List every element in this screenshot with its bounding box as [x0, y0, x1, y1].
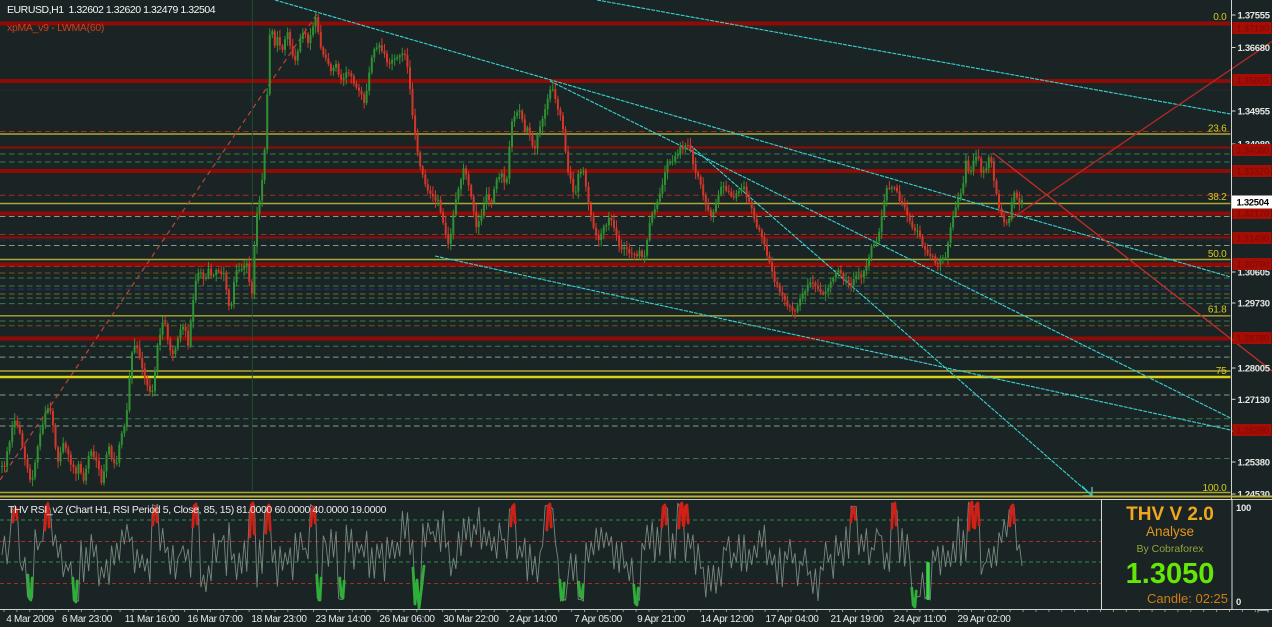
svg-text:1.24530: 1.24530: [1238, 490, 1270, 501]
svg-text:1.34080: 1.34080: [1237, 146, 1270, 156]
svg-text:Analyse: Analyse: [1146, 524, 1194, 539]
svg-text:1.36680: 1.36680: [1238, 43, 1270, 54]
svg-text:1.25380: 1.25380: [1238, 458, 1270, 469]
svg-text:1.31490: 1.31490: [1237, 234, 1270, 244]
svg-text:1.32170: 1.32170: [1237, 209, 1270, 219]
svg-text:1.37190: 1.37190: [1237, 24, 1270, 34]
svg-text:1.3050: 1.3050: [1126, 558, 1215, 590]
svg-text:1.33320: 1.33320: [1237, 167, 1270, 177]
svg-text:1.30605: 1.30605: [1238, 268, 1271, 279]
svg-text:61.8: 61.8: [1208, 305, 1227, 316]
svg-text:1.37555: 1.37555: [1238, 11, 1271, 22]
svg-text:2 Apr 14:00: 2 Apr 14:00: [509, 614, 558, 625]
svg-text:1.28005: 1.28005: [1238, 364, 1271, 375]
svg-text:29 Apr 02:00: 29 Apr 02:00: [957, 614, 1011, 625]
svg-text:0: 0: [1236, 597, 1241, 608]
svg-text:18 Mar 23:00: 18 Mar 23:00: [251, 614, 307, 625]
svg-text:75: 75: [1216, 366, 1227, 377]
svg-text:By Cobraforex: By Cobraforex: [1136, 543, 1204, 555]
svg-text:1.27130: 1.27130: [1238, 395, 1270, 406]
svg-text:1.26280: 1.26280: [1237, 426, 1270, 436]
svg-text:100.0: 100.0: [1202, 483, 1227, 494]
svg-text:1.34955: 1.34955: [1238, 107, 1271, 118]
svg-text:24 Apr 11:00: 24 Apr 11:00: [894, 614, 947, 625]
svg-text:THV RSI_v2 (Chart H1, RSI P: THV RSI_v2 (Chart H1, RSI Period 5, Clos…: [8, 504, 387, 516]
svg-text:6 Mar 23:00: 6 Mar 23:00: [62, 614, 113, 625]
svg-text:1.35805: 1.35805: [1237, 76, 1270, 86]
svg-text:THV V 2.0: THV V 2.0: [1126, 504, 1214, 525]
svg-text:23 Mar 14:00: 23 Mar 14:00: [315, 614, 371, 625]
svg-text:4 Mar 2009: 4 Mar 2009: [6, 614, 54, 625]
svg-text:0.0: 0.0: [1213, 12, 1227, 23]
svg-text:50.0: 50.0: [1208, 249, 1227, 260]
svg-text:30 Mar 22:00: 30 Mar 22:00: [443, 614, 499, 625]
svg-text:1.28780: 1.28780: [1237, 334, 1270, 344]
svg-text:Candle: 02:25: Candle: 02:25: [1147, 591, 1228, 606]
svg-text:38.2: 38.2: [1208, 192, 1227, 203]
svg-text:EURUSD,H1 1.32602 1.32620 1.: EURUSD,H1 1.32602 1.32620 1.32479 1.3250…: [7, 4, 216, 16]
svg-text:23.6: 23.6: [1208, 124, 1227, 135]
svg-text:1.32504: 1.32504: [1237, 198, 1270, 209]
svg-text:100: 100: [1236, 503, 1251, 514]
svg-text:16 Mar 07:00: 16 Mar 07:00: [187, 614, 243, 625]
svg-text:1.30790: 1.30790: [1237, 260, 1270, 270]
svg-text:11 Mar 16:00: 11 Mar 16:00: [125, 614, 180, 625]
svg-text:xpMA_v9 - LWMA(60): xpMA_v9 - LWMA(60): [7, 22, 104, 34]
svg-text:9 Apr 21:00: 9 Apr 21:00: [637, 614, 686, 625]
svg-text:7 Apr 05:00: 7 Apr 05:00: [574, 614, 623, 625]
svg-text:26 Mar 06:00: 26 Mar 06:00: [379, 614, 435, 625]
svg-text:1.29730: 1.29730: [1238, 299, 1270, 310]
svg-text:14 Apr 12:00: 14 Apr 12:00: [700, 614, 754, 625]
svg-text:21 Apr 19:00: 21 Apr 19:00: [830, 614, 884, 625]
svg-text:17 Apr 04:00: 17 Apr 04:00: [765, 614, 819, 625]
